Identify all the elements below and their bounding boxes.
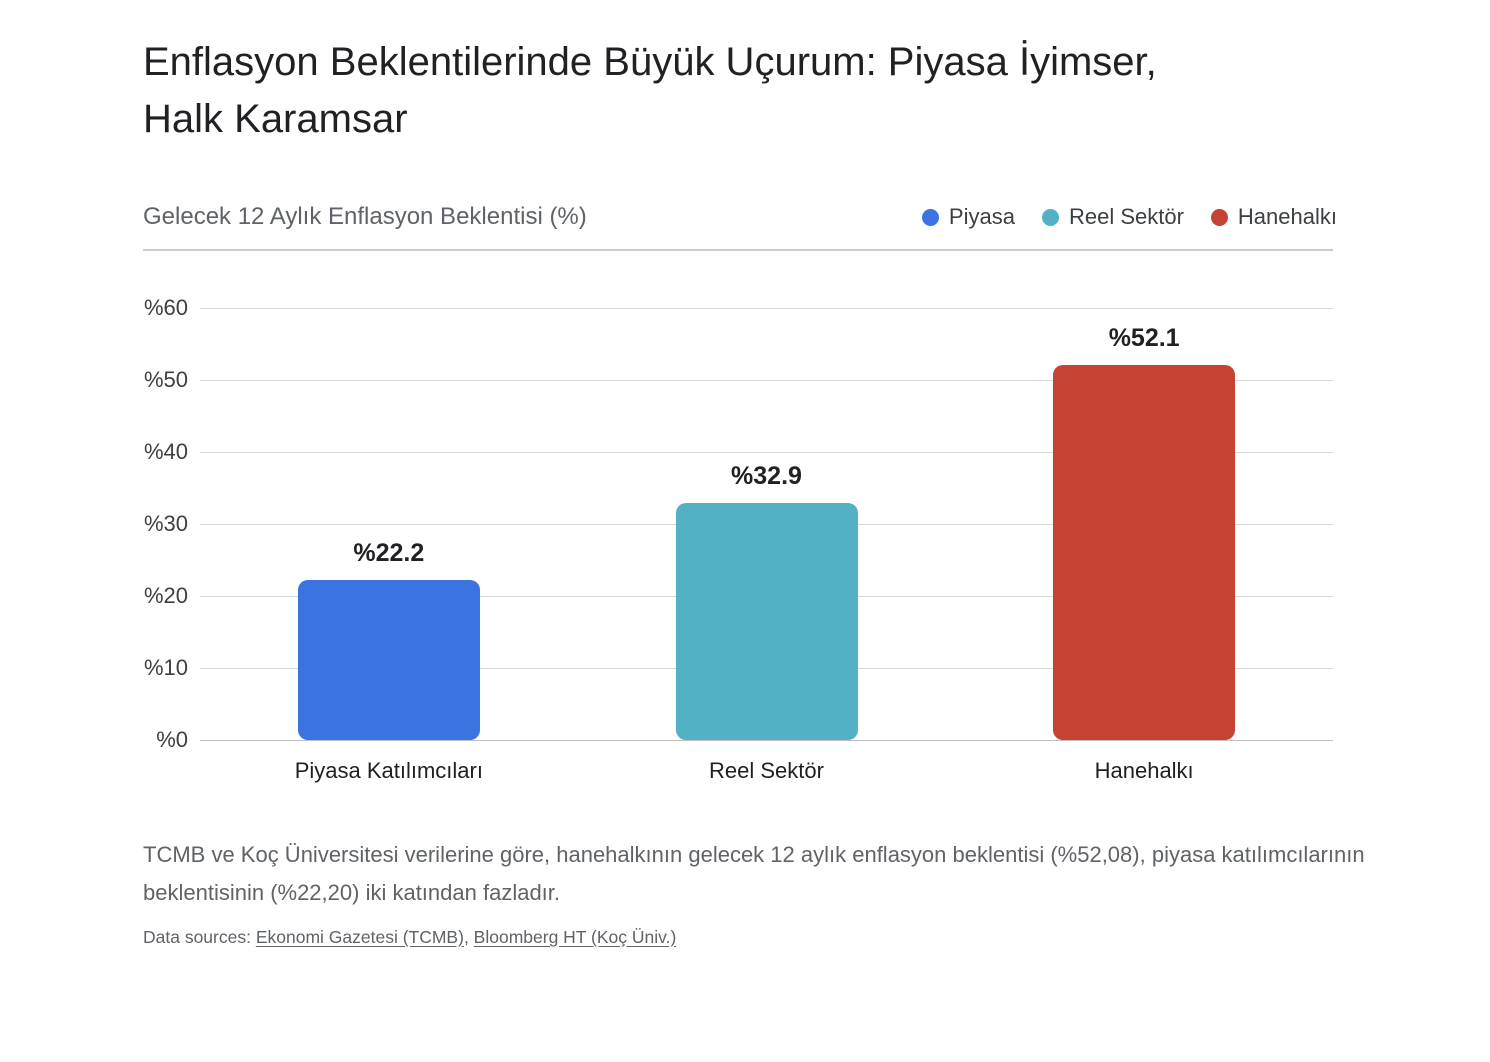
header-divider (143, 249, 1333, 251)
bar-value-label-piyasa-katilimcilari: %22.2 (353, 539, 425, 568)
y-tick-label-60: %60 (143, 295, 188, 320)
source-link-bloomberg-ht-koc-univ[interactable]: Bloomberg HT (Koç Üniv.) (473, 927, 677, 947)
gridline-40 (200, 451, 1333, 453)
y-tick-label-10: %10 (143, 655, 188, 680)
bar-reel-sektor (675, 503, 858, 740)
y-tick-label-0: %0 (156, 727, 188, 752)
y-tick-label-50: %50 (143, 367, 188, 392)
chart-legend: Piyasa Reel Sektör Hanehalkı (895, 204, 1337, 230)
legend-item-piyasa: Piyasa (921, 204, 1015, 230)
bar-hanehalki (1053, 364, 1236, 740)
gridline-60 (200, 307, 1333, 309)
y-tick-label-30: %30 (143, 511, 188, 536)
legend-label: Hanehalkı (1237, 204, 1337, 229)
bar-piyasa-katilimcilari (297, 580, 480, 740)
legend-item-reel-sektor: Reel Sektör (1041, 204, 1184, 230)
data-sources-prefix: Data sources: (143, 927, 256, 947)
legend-item-hanehalki: Hanehalkı (1210, 204, 1337, 230)
page-title-line2: Halk Karamsar (143, 97, 408, 141)
chart-subtitle: Gelecek 12 Aylık Enflasyon Beklentisi (%… (143, 203, 587, 230)
legend-dot-icon (1041, 208, 1059, 226)
y-tick-label-20: %20 (143, 583, 188, 608)
legend-dot-icon (921, 208, 939, 226)
legend-label: Piyasa (948, 204, 1015, 229)
gridline-50 (200, 379, 1333, 381)
page-title: Enflasyon Beklentilerinde Büyük Uçurum: … (143, 34, 1383, 148)
legend-dot-icon (1210, 208, 1228, 226)
chart-caption: TCMB ve Koç Üniversitesi verilerine göre… (143, 842, 1365, 905)
y-tick-label-40: %40 (143, 439, 188, 464)
chart-header-row: Gelecek 12 Aylık Enflasyon Beklentisi (%… (143, 196, 1337, 238)
data-sources-separator: , (463, 927, 474, 947)
legend-label: Reel Sektör (1068, 204, 1184, 229)
page-title-line1: Enflasyon Beklentilerinde Büyük Uçurum: … (143, 40, 1157, 84)
bar-value-label-reel-sektor: %32.9 (731, 462, 802, 491)
x-axis-label-reel-sektor: Reel Sektör (709, 758, 824, 783)
bar-value-label-hanehalki: %52.1 (1108, 323, 1180, 352)
gridline-0 (200, 739, 1333, 741)
x-axis-label-hanehalki: Hanehalkı (1094, 758, 1194, 783)
x-axis-label-piyasa-katilimcilari: Piyasa Katılımcıları (294, 758, 483, 783)
data-sources: Data sources: Ekonomi Gazetesi (TCMB), B… (143, 927, 1343, 948)
source-link-ekonomi-gazetesi-tcmb[interactable]: Ekonomi Gazetesi (TCMB) (255, 927, 464, 947)
